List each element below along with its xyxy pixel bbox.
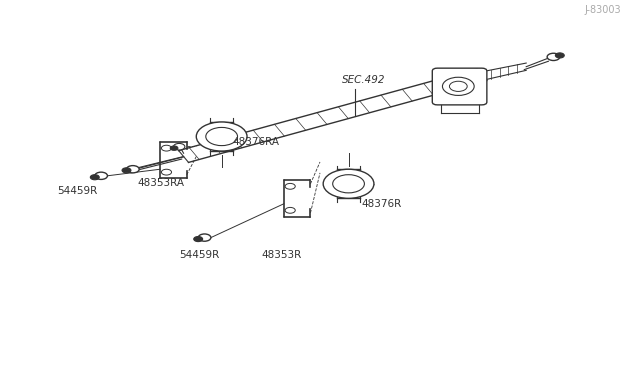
Text: 54459R: 54459R — [57, 186, 97, 196]
Text: 48353RA: 48353RA — [138, 178, 185, 188]
Circle shape — [122, 168, 131, 173]
Text: 48376R: 48376R — [361, 199, 401, 209]
Text: J-83003: J-83003 — [585, 5, 621, 15]
Circle shape — [333, 175, 364, 193]
Text: SEC.492: SEC.492 — [342, 75, 386, 85]
Circle shape — [95, 172, 108, 179]
Circle shape — [206, 128, 237, 145]
Text: 54459R: 54459R — [179, 250, 220, 260]
Circle shape — [556, 53, 564, 58]
Circle shape — [198, 234, 211, 241]
Circle shape — [170, 146, 178, 150]
FancyBboxPatch shape — [432, 68, 487, 105]
Circle shape — [127, 166, 139, 173]
Circle shape — [196, 122, 247, 151]
Circle shape — [90, 175, 99, 180]
Circle shape — [173, 144, 185, 150]
Circle shape — [547, 53, 560, 61]
Circle shape — [323, 169, 374, 198]
Circle shape — [194, 237, 203, 241]
Text: 48353R: 48353R — [262, 250, 302, 260]
Text: 48376RA: 48376RA — [232, 137, 280, 147]
